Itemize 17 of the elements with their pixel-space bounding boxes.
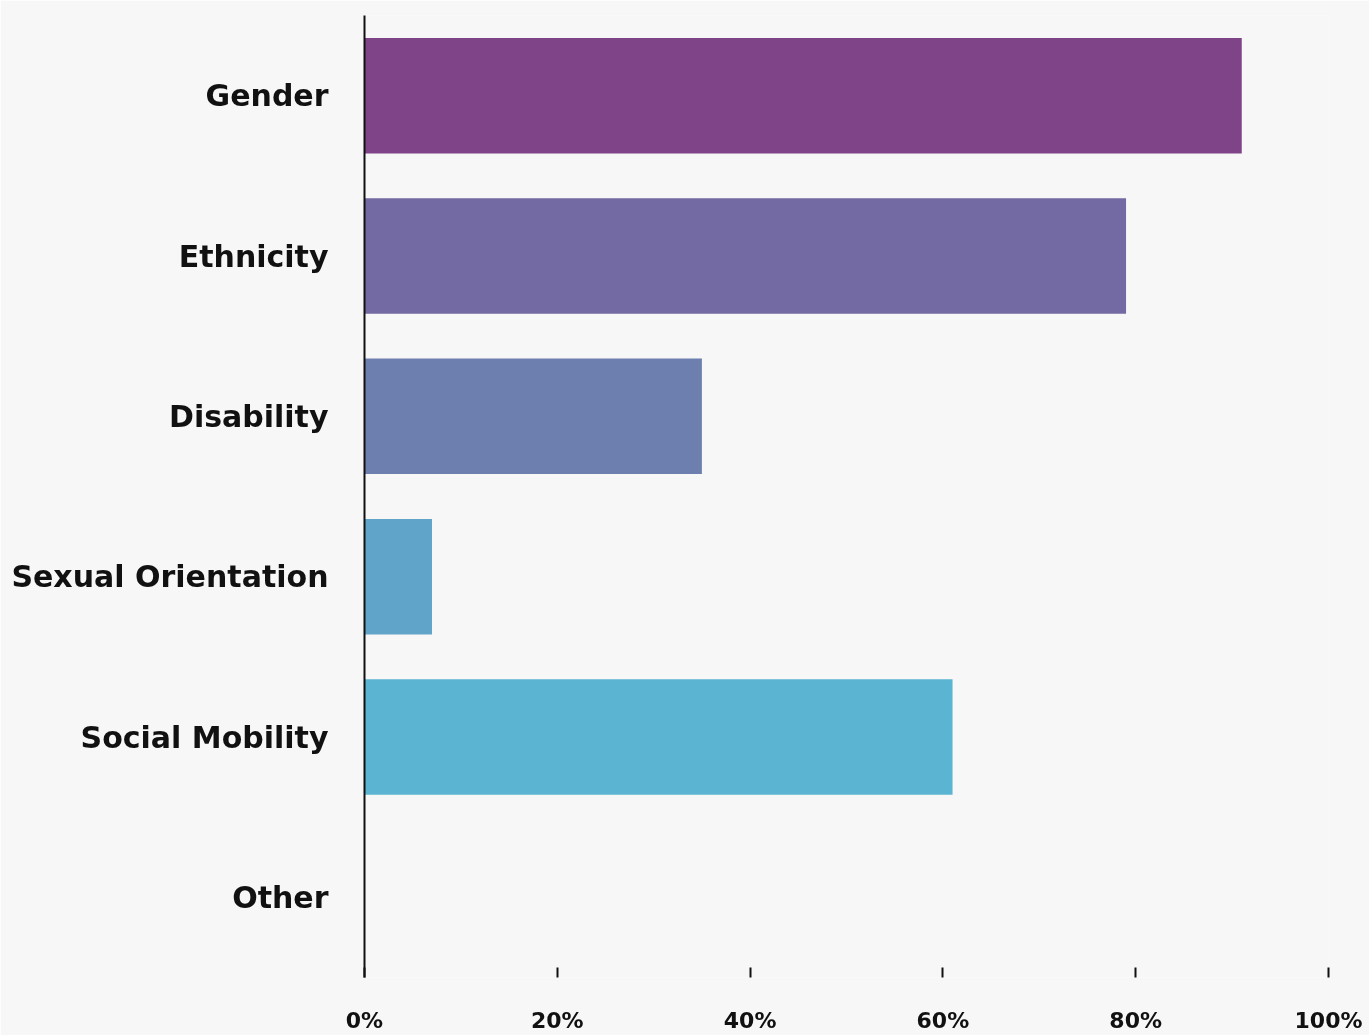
bar (364, 358, 702, 475)
y-tick-label: Disability (168, 398, 329, 434)
y-tick-label: Gender (205, 78, 329, 114)
x-tick-label: 40% (723, 1007, 777, 1033)
y-tick-label: Sexual Orientation (11, 559, 329, 595)
x-tick-label: 0% (345, 1007, 384, 1033)
bar (364, 679, 953, 795)
x-tick-label: 20% (530, 1007, 584, 1033)
x-tick-label: 60% (916, 1007, 970, 1033)
bar (364, 518, 432, 635)
y-tick-label: Other (232, 879, 329, 915)
x-tick-label: 100% (1294, 1007, 1363, 1033)
bar (364, 37, 1242, 154)
bar (364, 198, 1127, 314)
y-tick-label: Social Mobility (80, 719, 329, 755)
x-tick-label: 80% (1109, 1007, 1163, 1033)
y-tick-label: Ethnicity (178, 238, 329, 274)
